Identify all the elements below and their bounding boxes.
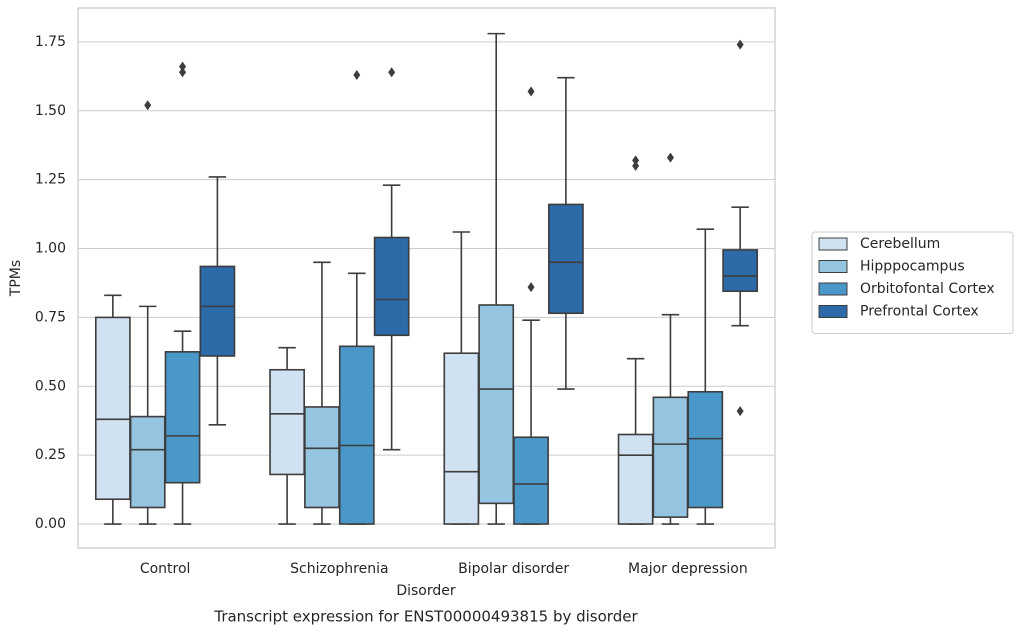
outlier <box>179 61 187 72</box>
outlier <box>666 152 674 163</box>
y-tick-label: 0.50 <box>35 378 66 394</box>
box <box>373 236 410 337</box>
x-tick-label: Control <box>140 561 191 577</box>
y-tick-label: 0.75 <box>35 309 66 325</box>
outlier <box>353 69 361 80</box>
outlier <box>144 100 152 111</box>
box <box>199 265 236 357</box>
box <box>513 436 549 525</box>
box <box>548 203 584 315</box>
box <box>338 345 375 525</box>
box <box>722 249 759 293</box>
legend-swatch <box>818 282 848 296</box>
outlier <box>632 160 640 171</box>
box <box>129 415 166 509</box>
box <box>94 316 131 501</box>
outlier <box>388 67 396 78</box>
y-tick-label: 1.00 <box>35 241 66 257</box>
box <box>304 406 340 509</box>
box <box>443 352 480 525</box>
outlier <box>527 282 535 293</box>
legend-label: Orbitofontal Cortex <box>860 281 995 297</box>
y-axis-label: TPMs <box>8 260 24 297</box>
legend-frame <box>811 231 1014 334</box>
chart-title: Transcript expression for ENST0000049381… <box>213 608 638 626</box>
box <box>617 433 654 525</box>
y-tick-label: 0.25 <box>35 447 66 463</box>
box <box>687 390 724 509</box>
y-tick-label: 1.75 <box>35 34 66 50</box>
box <box>652 396 689 518</box>
y-tick-label: 0.00 <box>35 516 66 532</box>
outlier <box>527 86 535 97</box>
x-tick-label: Major depression <box>628 561 748 577</box>
x-tick-label: Schizophrenia <box>290 561 388 577</box>
box <box>269 368 305 476</box>
y-tick-label: 1.25 <box>35 172 66 188</box>
box <box>478 304 515 505</box>
legend-label: Cerebellum <box>860 236 940 252</box>
y-tick-label: 1.50 <box>35 103 66 119</box>
outlier <box>736 406 744 417</box>
x-axis-label: Disorder <box>396 583 456 599</box>
legend-swatch <box>818 260 848 273</box>
legend-label: Hipppocampus <box>860 259 965 275</box>
outlier <box>736 39 744 50</box>
legend-swatch <box>818 305 848 318</box>
legend-label: Prefrontal Cortex <box>860 304 979 320</box>
legend-swatch <box>818 237 848 251</box>
x-tick-label: Bipolar disorder <box>458 561 569 577</box>
box <box>164 351 201 484</box>
outlier <box>179 67 187 78</box>
outlier <box>632 155 640 166</box>
